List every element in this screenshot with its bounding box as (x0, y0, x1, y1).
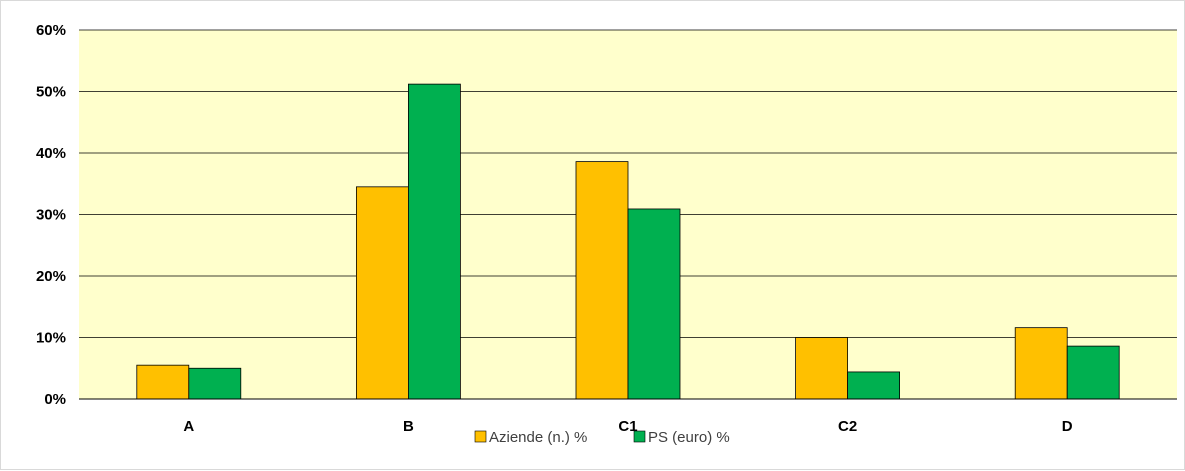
x-tick-label: C1 (618, 418, 637, 435)
y-tick-label: 20% (36, 268, 66, 285)
bar-aziende-a (136, 364, 190, 400)
legend-swatch (633, 430, 646, 443)
legend: Aziende (n.) % PS (euro) % (474, 429, 730, 446)
axes: 0% 10% 20% 30% 40% 50% 60% A B C1 C2 D (36, 22, 1177, 435)
bar-ps-c2 (847, 371, 900, 400)
y-tick-label: 40% (36, 145, 66, 162)
bar-ps-a (188, 367, 242, 400)
legend-label: PS (euro) % (648, 429, 730, 446)
bar-ps-d (1066, 345, 1120, 400)
bar-aziende-c2 (795, 337, 848, 400)
x-tick-label: B (403, 418, 414, 435)
legend-swatch (474, 430, 487, 443)
y-tick-label: 60% (36, 22, 66, 39)
y-tick-label: 0% (44, 391, 66, 408)
x-tick-label: C2 (838, 418, 857, 435)
bar-ps-c1 (627, 208, 681, 400)
x-tick-label: A (183, 418, 194, 435)
bar-aziende-c1 (575, 161, 629, 400)
bar-ps-b (407, 83, 461, 400)
bar-aziende-d (1014, 327, 1068, 400)
bar-aziende-b (355, 186, 409, 400)
y-tick-label: 30% (36, 207, 66, 224)
legend-label: Aziende (n.) % (489, 429, 587, 446)
x-tick-label: D (1062, 418, 1073, 435)
y-tick-label: 10% (36, 330, 66, 347)
bars (136, 83, 1120, 400)
y-tick-label: 50% (36, 84, 66, 101)
